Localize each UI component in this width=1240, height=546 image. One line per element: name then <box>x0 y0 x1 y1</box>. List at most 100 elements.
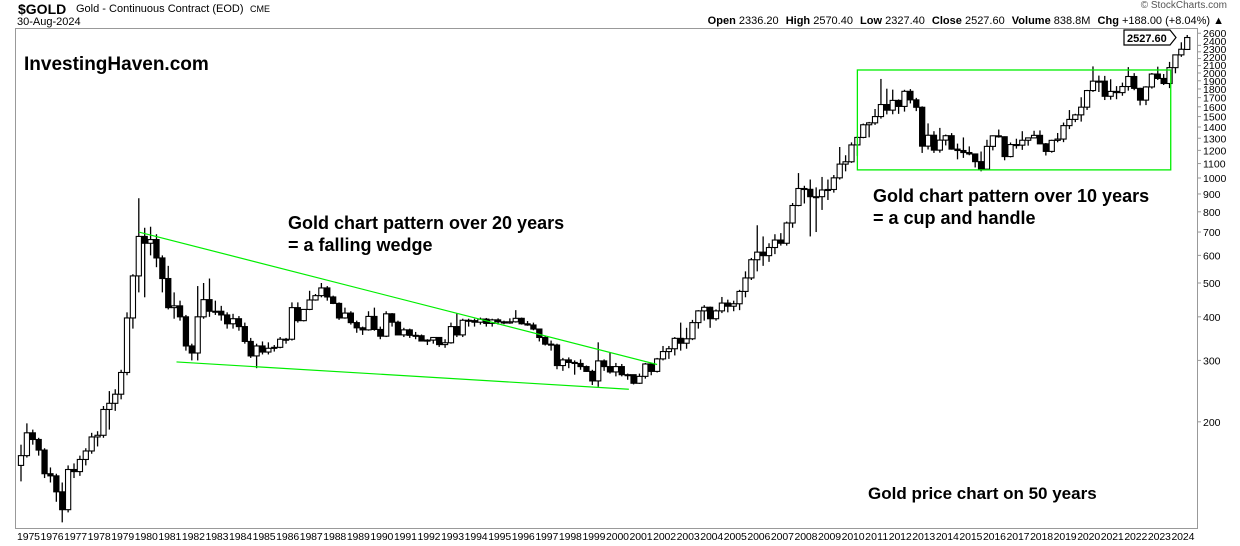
candle-body <box>842 161 849 165</box>
candle-body <box>542 336 549 345</box>
candle <box>1131 73 1138 91</box>
candle <box>724 299 731 313</box>
candle-body <box>436 336 443 346</box>
candle <box>795 173 802 207</box>
candle <box>436 336 443 347</box>
candle <box>153 234 160 268</box>
candle-body <box>117 371 125 395</box>
candle <box>789 202 796 228</box>
candle <box>253 343 260 369</box>
candle-body <box>182 316 190 347</box>
candle-body <box>241 326 248 342</box>
candle-body <box>1101 80 1108 97</box>
candle-body <box>530 324 537 330</box>
candle <box>159 255 166 293</box>
candle <box>553 343 561 370</box>
y-tick-label: 1800 <box>1203 84 1227 96</box>
candle <box>1166 61 1173 89</box>
candle-body <box>194 316 201 354</box>
candle <box>812 187 820 233</box>
x-tick-label: 2001 <box>630 531 653 543</box>
candle-body <box>889 99 896 111</box>
candle <box>689 319 696 341</box>
y-tick-label: 200 <box>1203 417 1221 429</box>
candle-body <box>424 339 431 342</box>
x-axis: 1975 1976 1977 1978 1979 1980 1981 1982 1983 1984… <box>17 531 1195 543</box>
description: Gold - Continuous Contract (EOD) <box>76 3 244 15</box>
wedge-lower-line <box>176 361 629 390</box>
x-tick-label: 2002 <box>653 531 676 543</box>
candle-body <box>524 323 531 326</box>
candle-body <box>977 161 985 170</box>
candle <box>807 179 814 237</box>
candle <box>300 308 307 322</box>
y-tick-label: 700 <box>1203 227 1221 239</box>
x-tick-label: 1985 <box>253 531 276 543</box>
candle <box>742 271 749 298</box>
candle <box>960 137 967 158</box>
candle-body <box>330 296 337 304</box>
candle <box>736 289 743 311</box>
candle <box>1001 136 1008 161</box>
candle-body <box>170 305 178 309</box>
y-tick-label: 2400 <box>1203 36 1227 48</box>
candle <box>1060 122 1067 143</box>
candle <box>330 295 337 305</box>
candle <box>465 318 472 327</box>
candle-body <box>871 116 879 124</box>
candle <box>718 296 726 314</box>
candle-body <box>742 277 749 292</box>
x-tick-label: 2003 <box>677 531 700 543</box>
candle <box>901 89 908 112</box>
candle <box>542 336 549 346</box>
candle <box>141 227 148 298</box>
candle <box>418 334 425 342</box>
y-tick-label: 1300 <box>1203 133 1227 145</box>
candle <box>188 343 195 361</box>
candle-body <box>76 458 84 473</box>
candle <box>600 359 608 371</box>
candle <box>989 135 996 151</box>
candle <box>35 437 42 456</box>
candle <box>877 78 885 119</box>
candle <box>1178 42 1185 57</box>
x-tick-label: 2016 <box>983 531 1006 543</box>
candle <box>659 345 667 361</box>
candle-body <box>1019 139 1026 146</box>
candle-body <box>1072 114 1079 120</box>
candle-body <box>500 321 508 324</box>
candle-body <box>235 318 243 328</box>
candle-body <box>848 144 855 163</box>
candle-body <box>801 187 808 191</box>
candle-body <box>259 345 266 353</box>
candle-body <box>565 359 572 363</box>
candle <box>135 198 142 293</box>
candle <box>359 326 366 335</box>
candle <box>112 389 119 411</box>
candle <box>288 302 296 341</box>
x-tick-label: 1999 <box>582 531 605 543</box>
y-tick-label: 1500 <box>1203 112 1227 124</box>
candle-body <box>23 432 31 457</box>
candle <box>1172 54 1179 74</box>
candle-body <box>877 103 885 118</box>
candle-body <box>777 239 784 244</box>
candle-body <box>106 402 113 411</box>
x-tick-label: 2013 <box>912 531 935 543</box>
candle-body <box>64 468 72 511</box>
candle-body <box>1048 139 1055 152</box>
candle-body <box>642 363 649 377</box>
candle <box>70 463 78 479</box>
candle <box>577 359 584 370</box>
y-tick-label: 1900 <box>1203 76 1227 88</box>
y-tick-label: 2200 <box>1203 52 1227 64</box>
candle-body <box>141 235 148 244</box>
candle <box>318 283 325 298</box>
candle <box>53 473 60 502</box>
x-tick-label: 2005 <box>724 531 747 543</box>
candle <box>1154 66 1161 80</box>
candle <box>47 467 54 483</box>
candle <box>218 305 225 321</box>
x-tick-label: 2015 <box>959 531 982 543</box>
candle <box>765 243 773 262</box>
